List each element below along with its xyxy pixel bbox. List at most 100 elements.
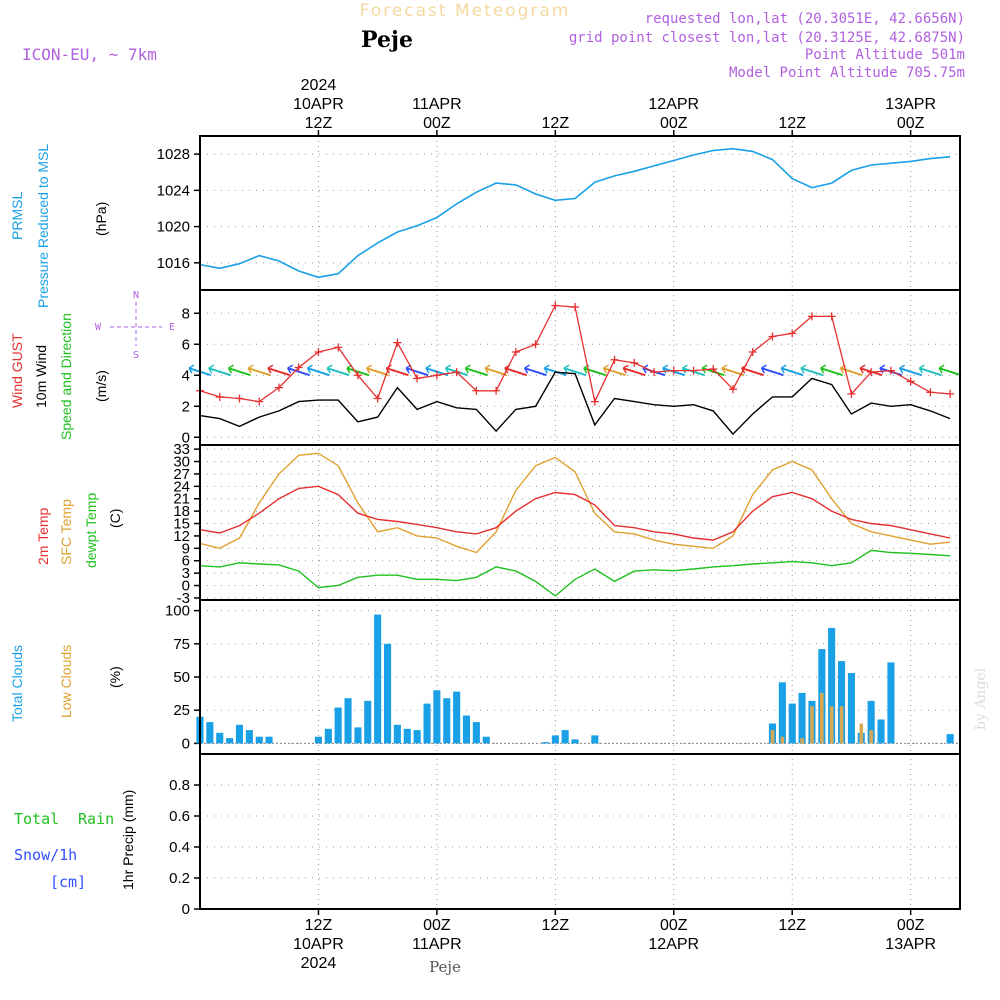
- wind-arrow: [326, 367, 350, 377]
- model-label: ICON-EU, ~ 7km: [22, 45, 157, 64]
- total-cloud-bar: [423, 703, 431, 744]
- y-tick-label: 27: [173, 466, 190, 483]
- wind-arrow-head: [602, 364, 609, 374]
- total-cloud-bar: [216, 732, 224, 744]
- gust-marker: [492, 386, 501, 395]
- total-cloud-bar: [314, 736, 322, 744]
- y-tick-label: 0: [182, 735, 190, 752]
- gust-marker: [235, 394, 244, 403]
- gust-marker: [294, 363, 303, 372]
- y-tick-label: 1020: [157, 219, 190, 236]
- temp-label-4: (C): [107, 509, 123, 528]
- total-cloud-bar: [364, 700, 372, 744]
- gust-marker: [630, 358, 639, 367]
- pressure-label-2: Pressure Reduced to MSL: [35, 144, 51, 308]
- total-cloud-bar: [245, 730, 253, 744]
- wind-arrow-head: [208, 364, 215, 374]
- top-time-label: 12Z: [305, 115, 333, 132]
- top-time-label: 12APR: [648, 96, 699, 113]
- y-tick-label: 9: [182, 540, 190, 557]
- temp-label-2: SFC Temp: [58, 499, 74, 565]
- gust-line: [199, 304, 951, 404]
- low-cloud-bar: [839, 706, 844, 744]
- wind-arrow: [563, 367, 587, 377]
- clouds-label-1: Total Clouds: [9, 645, 25, 722]
- y-tick-label: 21: [173, 491, 190, 508]
- wind-arrow-head: [780, 364, 787, 374]
- y-tick-label: 18: [173, 503, 190, 520]
- y-tick-label: 6: [182, 553, 190, 570]
- wind-arrow-head: [800, 364, 807, 374]
- wind-arrow-head: [523, 364, 530, 374]
- total-cloud-bar: [798, 692, 806, 744]
- gust-marker: [314, 348, 323, 356]
- wind-arrow: [307, 367, 330, 377]
- wind-arrow: [405, 367, 429, 377]
- y-tick-label: 24: [173, 478, 190, 495]
- total-cloud-bar: [561, 730, 569, 744]
- top-time-label: 12Z: [542, 115, 570, 132]
- sfc-temp-line: [199, 452, 951, 554]
- y-tick-label: 15: [173, 516, 190, 533]
- total-cloud-bar: [324, 728, 332, 744]
- wind-arrow-head: [484, 364, 491, 374]
- top-time-label: 10APR: [293, 96, 344, 113]
- precip-label-cm: [cm]: [50, 873, 86, 891]
- total-cloud-bar: [887, 662, 895, 744]
- model-altitude: Model Point Altitude 705.75m: [729, 65, 965, 81]
- y-tick-label: 0.6: [169, 808, 190, 825]
- bottom-time-label: 00Z: [423, 917, 451, 934]
- total-cloud-bar: [847, 673, 855, 744]
- wind-arrow: [761, 367, 784, 377]
- credit-label: by Angel: [973, 667, 989, 730]
- wind-label-3: Speed and Direction: [58, 313, 74, 440]
- y-tick-label: 75: [173, 636, 190, 653]
- bottom-time-label: 12Z: [542, 917, 570, 934]
- wind-arrow-head: [543, 364, 550, 374]
- y-tick-label: -3: [177, 590, 190, 607]
- wind-arrow: [267, 367, 291, 377]
- gust-marker: [274, 383, 283, 392]
- wind-arrow-head: [464, 364, 471, 374]
- gust-marker: [334, 343, 343, 352]
- gust-marker: [255, 397, 264, 406]
- bottom-time-label: 2024: [301, 955, 337, 972]
- total-cloud-bar: [384, 643, 392, 744]
- bottom-time-label: 12APR: [648, 936, 699, 953]
- low-cloud-bar: [859, 723, 864, 744]
- footer-location: Peje: [429, 958, 461, 976]
- gust-marker: [748, 348, 757, 356]
- total-cloud-bar: [946, 734, 954, 744]
- wind-arrow-head: [227, 364, 234, 374]
- gust-marker: [511, 348, 520, 356]
- gust-marker: [906, 377, 915, 386]
- total-cloud-bar: [334, 707, 342, 744]
- total-cloud-bar: [403, 728, 411, 744]
- gust-marker: [709, 365, 718, 374]
- total-cloud-bar: [453, 691, 461, 744]
- wind-arrow-head: [188, 364, 195, 374]
- clouds-label-3: (%): [107, 666, 123, 688]
- wind-arrow-head: [662, 364, 669, 374]
- panel-frame: [199, 599, 961, 755]
- low-cloud-bar: [800, 738, 804, 744]
- wind-arrow-head: [247, 364, 254, 374]
- wind-arrow: [840, 367, 863, 377]
- y-tick-label: 6: [182, 336, 190, 353]
- y-tick-label: 12: [173, 528, 190, 545]
- precip-label-rain: Rain: [78, 810, 114, 828]
- bottom-time-label: 00Z: [660, 917, 688, 934]
- gust-marker: [571, 303, 580, 312]
- wind-label-1: Wind GUST: [9, 333, 25, 408]
- total-cloud-bar: [541, 742, 549, 744]
- wind-arrow-head: [918, 364, 925, 374]
- wind-arrow-head: [287, 364, 294, 374]
- wind-arrow: [366, 367, 389, 377]
- wind-arrow-head: [721, 364, 728, 374]
- top-time-label: 11APR: [412, 96, 462, 113]
- total-cloud-bar: [344, 698, 352, 744]
- y-tick-label: 1028: [157, 146, 190, 163]
- wind-label-4: (m/s): [93, 370, 109, 402]
- precip-axis-label: 1hr Precip (mm): [120, 790, 136, 890]
